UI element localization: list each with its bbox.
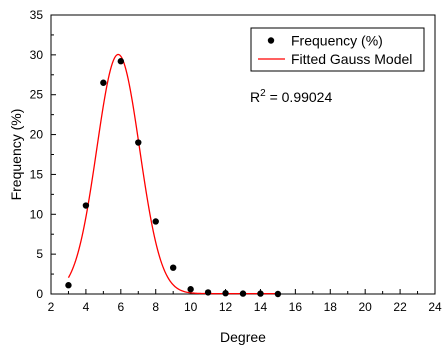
data-points (65, 58, 281, 297)
y-axis-title: Frequency (%) (8, 109, 24, 201)
data-point (153, 218, 159, 224)
data-point (240, 290, 246, 296)
data-point (222, 290, 228, 296)
x-tick-label: 18 (324, 300, 338, 314)
data-point (65, 282, 71, 288)
x-axis-title: Degree (220, 329, 266, 345)
x-tick-label: 14 (254, 300, 268, 314)
y-tick-label: 15 (30, 167, 44, 181)
x-tick-label: 8 (152, 300, 159, 314)
y-tick-label: 10 (30, 207, 44, 221)
data-point (135, 139, 141, 145)
legend: Frequency (%) Fitted Gauss Model (251, 28, 424, 71)
x-tick-label: 2 (48, 300, 55, 314)
y-tick-label: 20 (30, 128, 44, 142)
y-tick-label: 5 (36, 247, 43, 261)
data-point (118, 58, 124, 64)
data-point (83, 202, 89, 208)
data-point (170, 264, 176, 270)
legend-label-frequency: Frequency (%) (291, 33, 383, 49)
y-axis: 0 5 10 15 20 25 30 35 (30, 8, 56, 301)
fitted-gauss-curve (68, 55, 277, 294)
x-tick-label: 16 (289, 300, 303, 314)
y-tick-label: 35 (30, 8, 44, 22)
legend-marker-frequency (268, 37, 274, 43)
data-point (187, 286, 193, 292)
x-tick-label: 12 (219, 300, 233, 314)
data-point (100, 80, 106, 86)
y-tick-label: 0 (36, 287, 43, 301)
data-point (205, 289, 211, 295)
x-tick-label: 10 (184, 300, 198, 314)
y-tick-label: 30 (30, 48, 44, 62)
y-tick-label: 25 (30, 88, 44, 102)
data-point (257, 290, 263, 296)
x-tick-label: 4 (83, 300, 90, 314)
x-tick-label: 20 (359, 300, 373, 314)
x-tick-label: 6 (117, 300, 124, 314)
x-tick-label: 24 (428, 300, 442, 314)
data-point (275, 291, 281, 297)
legend-label-fit: Fitted Gauss Model (291, 51, 412, 67)
r-squared-annotation: R2 = 0.99024 (250, 88, 332, 105)
x-tick-label: 22 (393, 300, 407, 314)
